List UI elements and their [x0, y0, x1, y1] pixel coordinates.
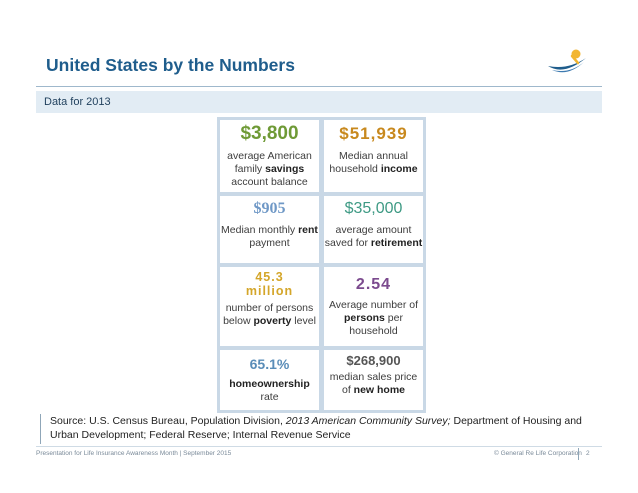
stat-cell-homeownership: 65.1% homeownership rate [220, 350, 319, 410]
stat-value-home-price: $268,900 [346, 353, 401, 368]
stat-value-retirement: $35,000 [344, 200, 403, 217]
footer-separator [578, 448, 579, 460]
subtitle: Data for 2013 [44, 96, 111, 108]
page-number: 2 [586, 450, 590, 457]
stat-desc-home-price: median sales price of new home [329, 371, 418, 396]
stat-cell-poverty: 45.3 million number of persons below pov… [220, 267, 319, 346]
stat-value-persons: 2.54 [355, 276, 392, 293]
footer-divider [36, 446, 602, 447]
stat-value-savings: $3,800 [240, 123, 299, 144]
stat-desc-income: Median annual household income [329, 150, 418, 175]
stats-grid: $3,800 average American family savings a… [217, 117, 426, 413]
page-title: United States by the Numbers [46, 55, 295, 75]
stat-value-income: $51,939 [339, 124, 408, 143]
company-logo-icon [548, 49, 586, 73]
stat-desc-poverty: number of persons below poverty level [223, 302, 316, 327]
subtitle-band [36, 91, 602, 113]
source-note: Source: U.S. Census Bureau, Population D… [50, 415, 582, 441]
stat-cell-retirement: $35,000 average amount saved for retirem… [324, 196, 423, 263]
stat-value-rent: $905 [253, 200, 286, 217]
stat-value-homeownership: 65.1% [249, 356, 290, 372]
stat-desc-rent: Median monthly rent payment [221, 224, 318, 249]
stat-value-poverty: 45.3 million [245, 270, 294, 298]
stat-desc-retirement: average amount saved for retirement [324, 224, 423, 249]
footer-presentation-label: Presentation for Life Insurance Awarenes… [36, 450, 232, 457]
stat-cell-rent: $905 Median monthly rent payment [220, 196, 319, 263]
stat-cell-income: $51,939 Median annual household income [324, 120, 423, 192]
stat-desc-savings: average American family savings account … [227, 150, 312, 188]
title-divider [36, 86, 602, 87]
stat-cell-home-price: $268,900 median sales price of new home [324, 350, 423, 410]
stat-desc-homeownership: homeownership rate [229, 378, 310, 403]
stat-cell-savings: $3,800 average American family savings a… [220, 120, 319, 192]
footer-copyright: © General Re Life Corporation [494, 450, 582, 457]
stat-desc-persons: Average number of persons per household [328, 299, 419, 337]
stat-cell-persons: 2.54 Average number of persons per house… [324, 267, 423, 346]
source-accent-bar [40, 414, 41, 444]
